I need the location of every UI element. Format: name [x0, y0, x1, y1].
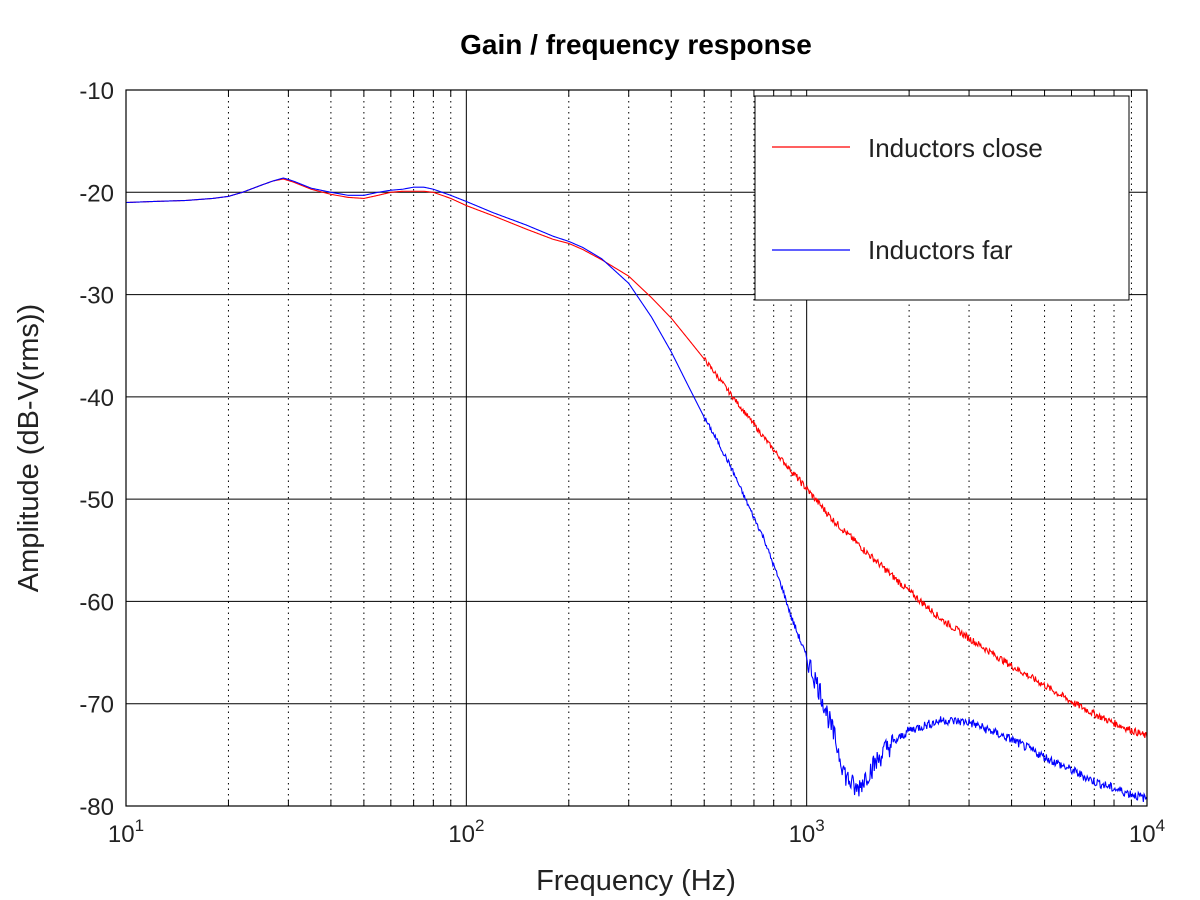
y-tick-label: -40: [79, 385, 114, 412]
x-tick-base: 10: [789, 821, 816, 848]
legend-label-inductors-close: Inductors close: [868, 133, 1043, 163]
series-line-inductors-far: [125, 177, 1148, 803]
y-tick-label: -30: [79, 283, 114, 310]
x-tick-exponent: 3: [815, 816, 824, 835]
chart-title: Gain / frequency response: [460, 29, 812, 60]
x-tick-label: 101: [108, 816, 144, 848]
x-tick-label: 104: [1129, 816, 1165, 848]
y-tick-label: -80: [79, 794, 114, 821]
x-tick-base: 10: [108, 821, 135, 848]
axis-ticks: 101 102 103 104-10-20-30-40-50-60-70-80: [79, 78, 1165, 848]
x-axis-label: Frequency (Hz): [536, 865, 736, 897]
x-tick-label: 103: [789, 816, 825, 848]
series-line-inductors-close: [125, 178, 1148, 739]
series-lines: [125, 177, 1148, 803]
x-tick-base: 10: [1129, 821, 1156, 848]
x-tick-exponent: 4: [1156, 816, 1165, 835]
y-tick-label: -20: [79, 180, 114, 207]
plot-frame: [125, 89, 1148, 807]
y-tick-label: -70: [79, 692, 114, 719]
y-tick-label: -60: [79, 589, 114, 616]
x-tick-base: 10: [448, 821, 475, 848]
legend-label-inductors-far: Inductors far: [868, 235, 1013, 265]
y-axis-label: Amplitude (dB-V(rms)): [13, 304, 45, 592]
x-tick-exponent: 1: [135, 816, 144, 835]
legend-box: [754, 95, 1130, 301]
x-tick-exponent: 2: [475, 816, 484, 835]
y-tick-label: -10: [79, 78, 114, 105]
x-tick-label: 102: [448, 816, 484, 848]
y-tick-label: -50: [79, 487, 114, 514]
legend: Inductors close Inductors far: [754, 95, 1130, 301]
